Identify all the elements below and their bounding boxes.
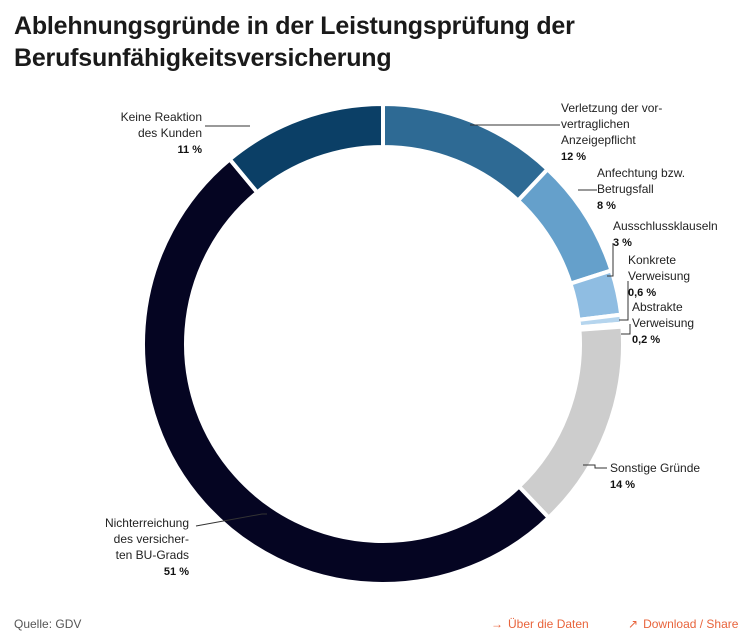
slice-value-6: 14 % [610,479,635,491]
slice-label-7: ten BU-Grads [116,548,189,562]
slice-label-8: Keine Reaktion [121,110,202,124]
leader-line-5 [621,324,631,335]
slice-label-4: Verweisung [628,269,690,283]
slice-label-7: Nichterreichung [105,516,189,530]
slice-value-7: 51 % [164,566,189,578]
arrow-right-icon: → [491,617,503,631]
donut-slice-7[interactable] [141,156,552,586]
slice-label-2: Anfechtung bzw. [597,166,685,180]
slice-label-1: Verletzung der vor- [561,101,662,115]
donut-slice-6[interactable] [516,324,625,521]
about-data-link[interactable]: → Über die Daten [491,617,589,631]
slice-value-4: 0,6 % [628,287,656,299]
leader-line-6 [583,464,607,469]
slice-value-3: 3 % [613,237,632,249]
source-note: Quelle: GDV [14,617,82,631]
slice-label-5: Abstrakte [632,300,683,314]
leader-line-7 [195,513,267,527]
arrow-up-right-icon: ↗ [628,617,639,631]
slice-value-5: 0,2 % [632,334,660,346]
chart-title: Ablehnungsgründe in der Leistungsprüfung… [14,12,575,72]
slice-label-3: Ausschlussklauseln [613,219,718,233]
slice-value-1: 12 % [561,151,586,163]
slice-label-2: Betrugsfall [597,182,654,196]
slice-label-1: vertraglichen [561,117,630,131]
donut-chart: Verletzung der vor-vertraglichen Anzeigep… [105,101,718,586]
download-share-label: Download / Share [643,617,739,631]
about-data-label: Über die Daten [508,617,589,631]
footer: Quelle: GDV → Über die Daten ↗ Download / … [0,615,752,635]
slice-value-2: 8 % [597,200,616,212]
slice-label-1: Anzeigepflicht [561,133,636,147]
slice-label-5: Verweisung [632,316,694,330]
download-share-link[interactable]: ↗ Download / Share [628,617,738,631]
slice-label-7: des versicher- [114,532,189,546]
slice-label-4: Konkrete [628,253,676,267]
donut-slice-1[interactable] [381,101,551,204]
donut-slice-8[interactable] [226,101,385,196]
leader-line-4 [619,281,629,321]
slice-label-6: Sonstige Gründe [610,461,700,475]
leader-line-3 [607,243,614,277]
slice-label-8: des Kunden [138,126,202,140]
slice-value-8: 11 % [178,144,203,156]
